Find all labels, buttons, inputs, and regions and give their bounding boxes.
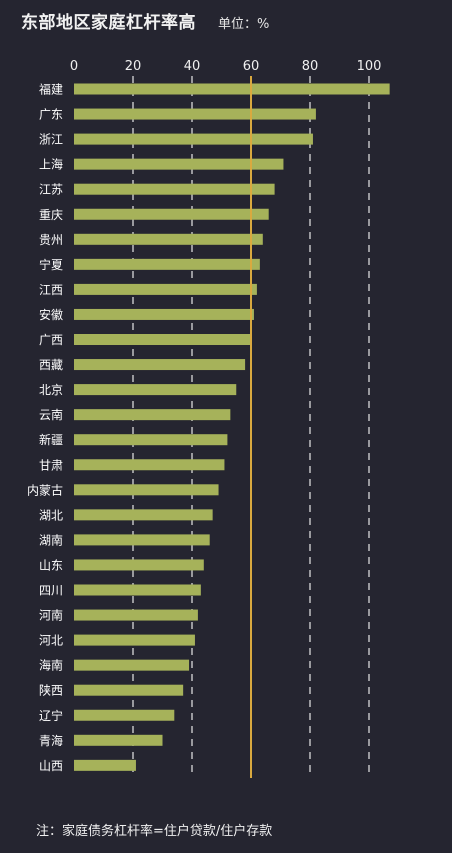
bar-25 (74, 709, 175, 721)
category-label: 湖北 (39, 507, 63, 522)
bar-0 (74, 83, 390, 95)
category-label: 广西 (39, 333, 63, 347)
bar-26 (74, 734, 163, 746)
category-label: 北京 (39, 383, 63, 397)
category-label: 陕西 (39, 683, 63, 698)
bar-27 (74, 759, 136, 771)
bar-17 (74, 509, 213, 521)
category-labels: 福建广东浙江上海江苏重庆贵州宁夏江西安徽广西西藏北京云南新疆甘肃内蒙古湖北湖南山… (27, 82, 63, 773)
bar-22 (74, 634, 195, 646)
bar-6 (74, 233, 263, 245)
bar-2 (74, 133, 313, 145)
category-label: 江苏 (39, 183, 63, 197)
category-label: 重庆 (39, 208, 63, 222)
bar-3 (74, 158, 284, 170)
category-label: 青海 (39, 733, 63, 748)
bar-23 (74, 659, 190, 671)
category-label: 西藏 (39, 358, 63, 372)
unit-label: 单位：% (218, 17, 270, 32)
category-label: 上海 (39, 157, 63, 172)
bar-9 (74, 308, 254, 320)
category-label: 湖南 (39, 532, 63, 547)
x-tick-label: 100 (357, 59, 382, 74)
bar-4 (74, 183, 275, 195)
x-tick-label: 20 (125, 59, 142, 74)
chart-title: 东部地区家庭杠杆率高 (21, 13, 196, 33)
category-label: 云南 (39, 407, 63, 422)
bar-5 (74, 208, 269, 220)
bar-15 (74, 459, 225, 471)
bar-14 (74, 434, 228, 446)
category-label: 山西 (39, 759, 63, 773)
x-tick-label: 40 (184, 59, 201, 74)
bar-11 (74, 359, 246, 371)
x-tick-label: 0 (70, 59, 78, 74)
category-label: 安徽 (39, 307, 63, 322)
bar-13 (74, 409, 231, 421)
category-label: 四川 (39, 584, 63, 598)
category-label: 海南 (39, 658, 63, 673)
category-label: 河北 (39, 634, 63, 648)
category-label: 辽宁 (39, 708, 63, 723)
bar-19 (74, 559, 204, 571)
category-label: 山东 (39, 558, 63, 572)
bar-10 (74, 334, 251, 345)
category-label: 内蒙古 (27, 482, 63, 497)
bar-21 (74, 609, 198, 621)
bar-8 (74, 283, 257, 295)
chart-header: 东部地区家庭杠杆率高 单位：% (21, 8, 270, 33)
bar-16 (74, 484, 219, 496)
category-label: 宁夏 (39, 257, 63, 272)
bar-18 (74, 534, 210, 546)
x-tick-label: 60 (243, 59, 260, 74)
bar-24 (74, 684, 184, 696)
bar-20 (74, 584, 201, 596)
bar-1 (74, 108, 316, 120)
bars (74, 83, 390, 771)
x-axis-ticks: 0 20 40 60 80 100 (70, 59, 382, 74)
bar-7 (74, 258, 260, 270)
footnote: 注：家庭债务杠杆率=住户贷款/住户存款 (36, 824, 273, 839)
category-label: 广东 (39, 108, 63, 122)
category-label: 江西 (39, 283, 63, 297)
bar-12 (74, 384, 237, 396)
x-tick-label: 80 (302, 59, 319, 74)
category-label: 贵州 (39, 233, 63, 247)
category-label: 甘肃 (39, 458, 63, 472)
category-label: 浙江 (39, 133, 63, 147)
category-label: 河南 (39, 608, 63, 623)
category-label: 新疆 (39, 432, 63, 447)
category-label: 福建 (39, 82, 63, 97)
